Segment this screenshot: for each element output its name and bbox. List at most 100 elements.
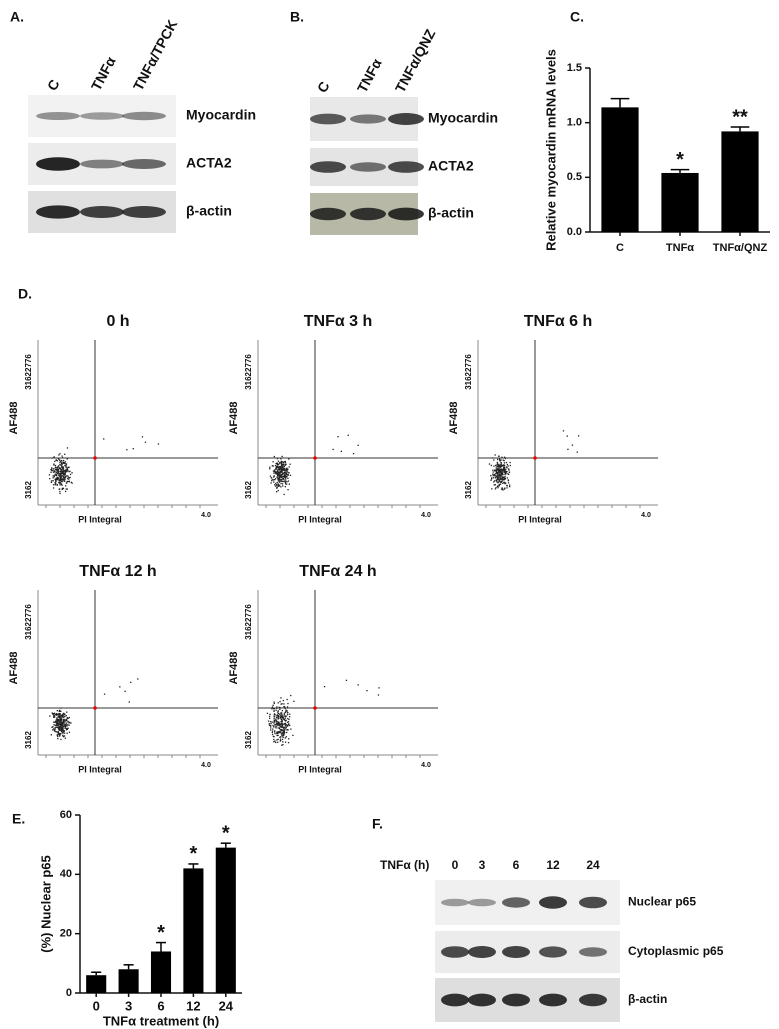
event-dot [52,477,54,479]
event-dot [488,463,491,465]
event-dot [63,730,65,732]
event-dot [280,475,282,477]
band [388,207,424,221]
row-label: Nuclear p65 [628,895,696,909]
event-dot [64,478,66,480]
event-dot [288,458,290,460]
event-dot [284,475,286,477]
event-dot [56,484,58,486]
event-dot [498,464,500,466]
quadrant-center [533,456,537,460]
event-dot [65,488,67,490]
event-dot [59,713,61,715]
panel-label: A. [10,9,24,25]
event-dot [282,480,284,483]
x-tick-label: TNFα/QNZ [713,242,768,254]
event-dot [65,729,68,731]
event-dot [53,721,55,723]
event-dot [497,482,499,484]
event-dot [274,740,276,742]
event-dot [496,475,498,478]
event-dot [281,461,284,463]
event-dot [274,465,277,467]
event-dot [280,469,282,471]
event-dot [280,471,282,473]
event-dot [65,485,67,487]
event-dot [275,472,278,474]
event-dot [57,474,60,476]
event-dot [59,724,61,726]
event-dot [271,733,274,736]
event-dot [501,488,504,490]
event-dot [59,464,61,466]
event-dot [278,472,280,475]
event-dot [60,715,63,717]
event-dot [54,460,56,463]
event-dot [54,728,56,730]
event-dot [61,714,64,717]
event-dot [54,729,56,731]
event-dot [506,471,508,473]
event-dot [59,719,62,721]
event-dot [509,461,511,464]
event-dot [58,727,61,729]
event-dot [276,723,278,725]
event-dot [61,466,63,469]
event-dot [502,479,504,481]
event-dot [281,729,284,731]
event-dot [58,716,60,718]
event-dot [499,470,501,472]
event-dot [279,469,281,471]
event-dot [496,468,498,470]
event-dot [64,471,66,473]
event-dot [279,471,281,473]
event-dot [503,469,505,471]
event-dot [499,464,501,467]
event-dot [278,467,280,470]
event-dot [280,718,282,720]
event-dot [57,731,59,733]
event-dot [286,698,288,701]
event-dot [62,461,65,463]
event-dot [141,436,144,438]
event-dot [496,480,498,482]
event-dot [500,474,502,476]
row-label: Myocardin [428,110,498,126]
event-dot [280,467,282,469]
event-dot [284,727,286,729]
event-dot [357,444,359,446]
event-dot [505,471,507,473]
event-dot [273,738,275,741]
event-dot [279,476,282,478]
event-dot [496,465,498,467]
event-dot [276,731,278,733]
event-dot [277,473,279,476]
event-dot [64,721,66,723]
event-dot [498,475,501,477]
event-dot [69,473,72,476]
event-dot [278,475,281,477]
event-dot [503,464,505,466]
event-dot [504,473,506,476]
event-dot [281,471,283,474]
event-dot [276,481,278,484]
event-dot [59,729,61,731]
event-dot [282,485,284,487]
event-dot [278,477,280,479]
event-dot [58,720,60,723]
event-dot [271,480,273,482]
event-dot [282,467,285,470]
event-dot [501,480,503,482]
event-dot [277,469,279,471]
event-dot [55,478,57,481]
event-dot [60,727,62,730]
event-dot [58,712,60,715]
event-dot [57,718,59,720]
event-dot [281,455,283,458]
significance-marker: * [222,822,230,844]
event-dot [282,477,285,480]
event-dot [66,468,68,470]
event-dot [281,483,284,485]
event-dot [157,443,160,445]
event-dot [500,466,502,468]
